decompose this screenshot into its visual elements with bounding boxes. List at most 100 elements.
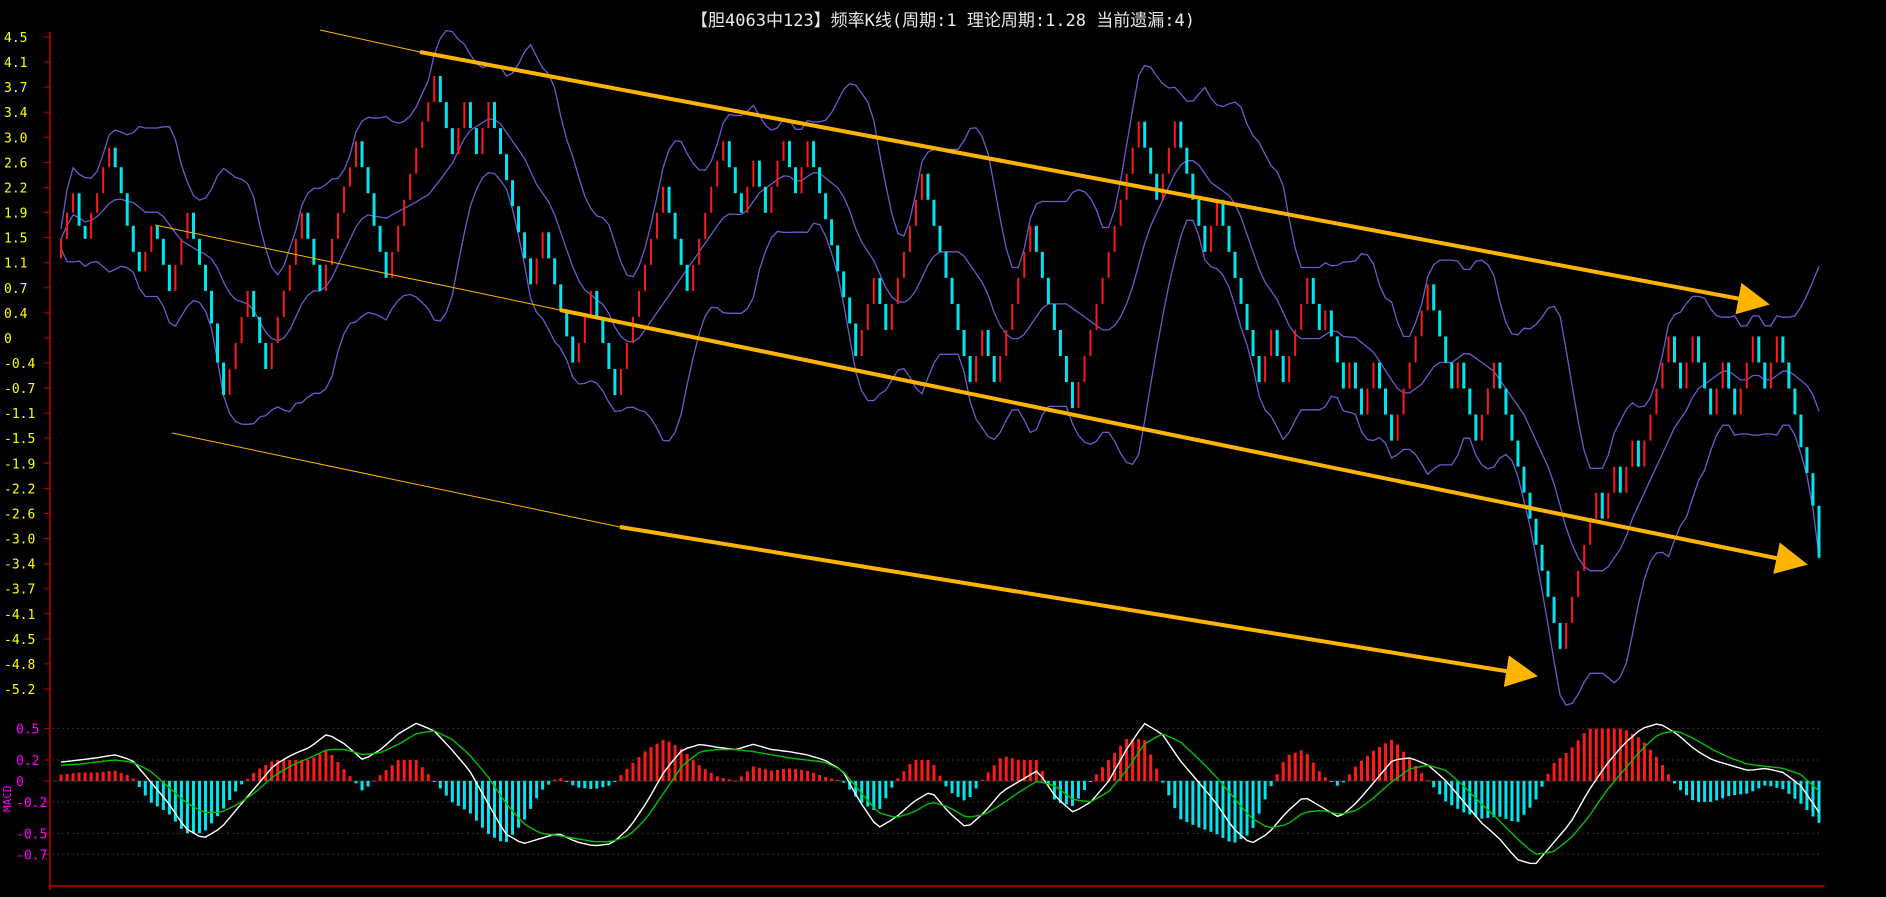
macd-bar-negative [1221,780,1225,838]
macd-bar-positive [131,778,135,781]
price-tick-label: 1.9 [4,207,27,222]
macd-bar-negative [210,780,214,824]
candle-down [968,355,972,383]
price-tick-label: -3.4 [4,558,35,573]
macd-bar-negative [222,780,226,809]
macd-bar-positive [276,760,280,781]
price-tick-label: -1.1 [4,407,35,422]
macd-bar-positive [1377,746,1381,781]
macd-bar-negative [613,780,617,782]
price-tick-label: -0.7 [4,382,35,397]
macd-bar-negative [228,780,232,800]
macd-bar-positive [1107,760,1111,781]
macd-bar-negative [1757,780,1761,789]
macd-bar-negative [1703,780,1707,802]
macd-bar-positive [258,768,262,781]
price-tick-label: -4.1 [4,608,35,623]
candle-down [444,102,448,129]
price-tick-label: 2.6 [4,156,27,171]
candle-down [1498,362,1502,389]
macd-bar-positive [324,750,328,781]
macd-bar-negative [1450,780,1454,806]
trend-line-lower-thin [171,432,621,528]
candle-down [1390,414,1394,441]
candle-down [1540,544,1544,571]
macd-bar-negative [161,780,165,810]
candle-down [77,193,81,226]
macd-bar-positive [1010,758,1014,781]
macd-bar-negative [1697,780,1701,802]
macd-bar-positive [1004,756,1008,781]
macd-bar-negative [1691,780,1695,801]
macd-bar-positive [1618,728,1622,781]
macd-bar-negative [366,780,370,787]
candle-down [1377,362,1381,389]
candle-down [1793,388,1797,415]
macd-bar-positive [270,761,274,781]
candle-down [1703,362,1707,389]
macd-bar-positive [1016,759,1020,781]
macd-bar-positive [830,778,834,781]
candle-down [450,128,454,155]
macd-bar-positive [1624,730,1628,781]
macd-bar-positive [125,775,129,781]
macd-bar-positive [336,762,340,781]
macd-bar-positive [836,779,840,781]
candle-down [854,323,858,356]
macd-bar-positive [378,775,382,781]
macd-bar-negative [167,780,171,815]
macd-bar-negative [1215,780,1219,835]
macd-bar-negative [956,780,960,797]
candle-down [679,238,683,265]
candle-down [1799,414,1803,448]
candle-down [613,369,617,396]
macd-bar-negative [216,780,220,817]
macd-bar-positive [655,743,659,781]
macd-bar-positive [1353,766,1357,781]
candle-down [667,186,671,213]
macd-bar-negative [1341,780,1345,783]
macd-tick-label: 0 [16,775,24,790]
candle-down [950,277,954,304]
candle-down [962,329,966,356]
candle-down [938,225,942,252]
macd-bar-positive [1636,737,1640,781]
macd-bar-positive [980,779,984,781]
macd-bar-negative [1245,780,1249,836]
macd-bar-positive [1666,774,1670,781]
macd-bar-positive [119,772,123,781]
price-tick-label: 0.4 [4,307,28,322]
macd-bar-positive [306,760,310,781]
macd-bar-positive [1119,745,1123,781]
macd-bar-positive [420,767,424,781]
macd-bar-positive [426,774,430,781]
macd-bar-positive [1149,754,1153,781]
price-tick-label: 3.4 [4,106,28,121]
candle-down [1787,362,1791,389]
candle-down [559,284,563,311]
price-tick-label: -4.8 [4,658,35,673]
candle-down [1191,173,1195,200]
macd-bar-negative [878,780,882,809]
candle-down [1311,277,1315,304]
macd-bar-negative [1715,780,1719,801]
macd-bar-negative [968,780,972,797]
macd-bar-positive [673,745,677,781]
macd-bar-negative [1727,780,1731,797]
price-tick-label: -4.5 [4,633,35,648]
band-lower [60,172,1820,706]
candle-down [1245,303,1249,330]
price-tick-label: -5.2 [4,683,35,698]
candle-down [1143,121,1147,148]
candle-down [197,238,201,265]
candle-down [1070,382,1074,409]
candle-down [318,264,322,291]
macd-bar-negative [444,780,448,796]
macd-bar-negative [848,780,852,790]
macd-bar-negative [1775,780,1779,788]
macd-tick-label: 0.2 [16,754,39,769]
macd-lines [60,722,1820,865]
macd-bar-positive [812,772,816,781]
candle-down [727,141,731,168]
